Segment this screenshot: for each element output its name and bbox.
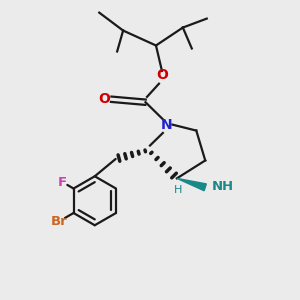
Text: H: H [222, 180, 233, 193]
Text: O: O [99, 92, 110, 106]
Text: O: O [156, 68, 168, 82]
Text: F: F [58, 176, 67, 189]
Text: H: H [174, 185, 183, 195]
Polygon shape [177, 178, 206, 191]
Text: Br: Br [51, 215, 68, 228]
Text: N: N [160, 118, 172, 132]
Text: N: N [212, 180, 223, 193]
